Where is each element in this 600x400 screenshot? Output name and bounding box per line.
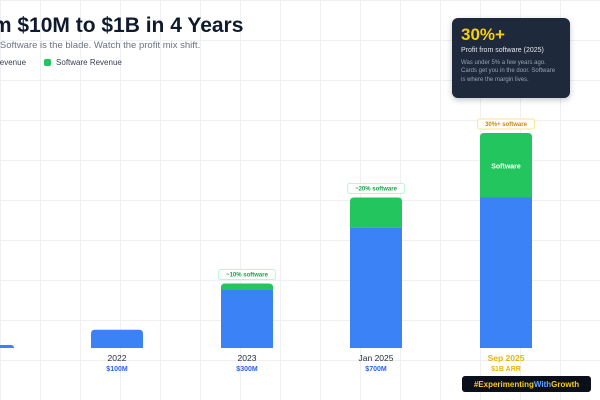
hashtag-prefix: #Experimenting — [473, 379, 534, 389]
x-sublabel-3: $700M — [365, 366, 387, 373]
x-sublabel-1: $100M — [106, 366, 128, 373]
hashtag-accent: With — [533, 379, 552, 389]
x-tick-label-1: 2022 — [108, 353, 127, 363]
callout-body: Was under 5% a few years ago. Cards get … — [461, 60, 556, 83]
badge-box-2 — [218, 269, 276, 280]
x-sublabel-2: $300M — [236, 366, 258, 373]
bar-software-2 — [221, 283, 273, 290]
hashtag-suffix: Growth — [551, 379, 580, 389]
legend-label-revenue: Revenue — [0, 58, 27, 67]
badge-label-2: ~10% software — [226, 273, 269, 279]
legend-item-revenue: Revenue — [0, 58, 26, 67]
legend-swatch-software — [44, 59, 52, 66]
bar-software-3 — [350, 197, 402, 228]
legend-label-software: Software Revenue — [56, 58, 122, 67]
bar-revenue-0 — [0, 344, 14, 348]
badge-label-3: ~20% software — [355, 187, 398, 193]
badge-label-4: 30%+ software — [485, 122, 528, 128]
chart-title: om $10M to $1B in 4 Years — [0, 14, 244, 37]
bar-revenue-2 — [221, 289, 273, 348]
badge-box-4 — [477, 118, 535, 130]
bar-inside-label-4: Software — [491, 163, 521, 170]
bar-revenue-1 — [91, 329, 143, 348]
callout-card: 30%+ Profit from software (2025) Was und… — [452, 18, 570, 98]
x-tick-label-4: Sep 2025 — [488, 353, 525, 363]
x-sublabel-4: $1B ARR — [491, 366, 521, 373]
bar-revenue-4 — [480, 197, 532, 348]
bar-revenue-3 — [350, 227, 402, 348]
chart-subtitle: r. Software is the blade. Watch the prof… — [0, 40, 201, 51]
hashtag-badge: #Experimenting With Growth — [462, 376, 591, 392]
legend-item-software: Software Revenue — [44, 58, 122, 67]
callout-label: Profit from software (2025) — [461, 47, 544, 54]
callout-stat: 30%+ — [461, 25, 505, 44]
legend: Revenue Software Revenue — [0, 58, 122, 67]
x-tick-label-3: Jan 2025 — [359, 353, 394, 363]
x-tick-label-2: 2023 — [238, 353, 257, 363]
bar-software-4 — [480, 133, 532, 198]
badge-box-3 — [347, 183, 405, 194]
